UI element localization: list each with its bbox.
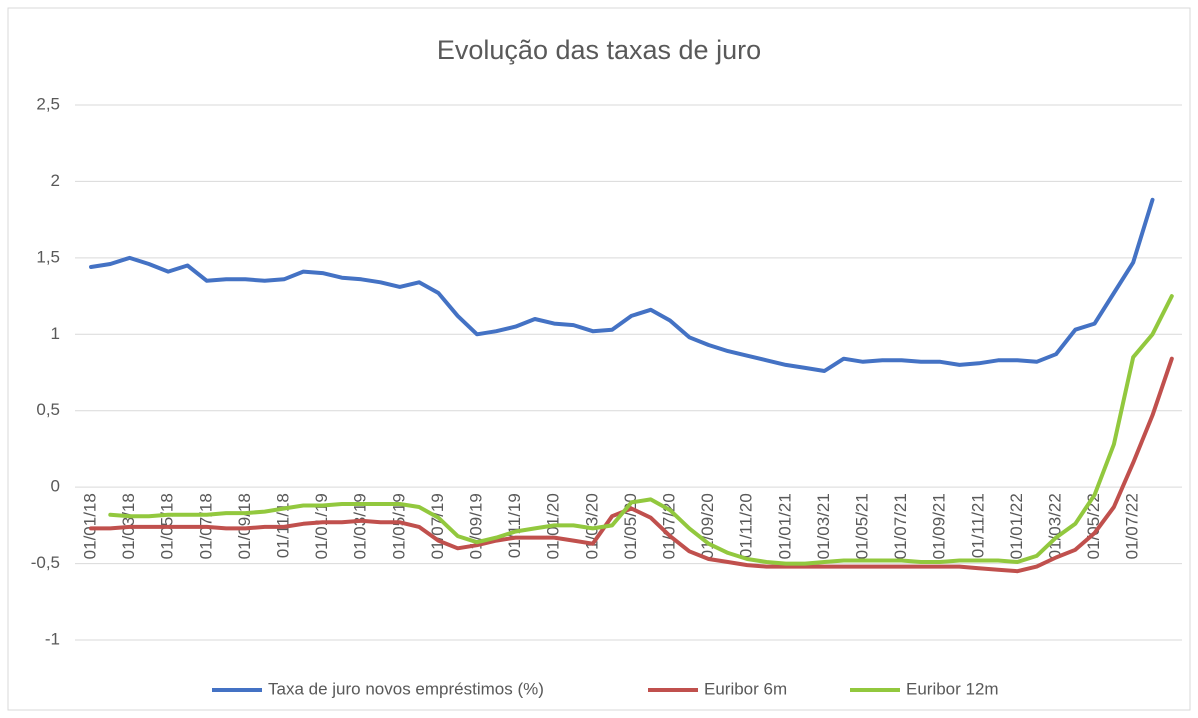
x-tick-label: 01/07/21	[891, 493, 910, 559]
y-tick-label: 1,5	[36, 247, 60, 266]
x-tick-label: 01/09/19	[466, 493, 485, 559]
x-tick-label: 01/05/21	[852, 493, 871, 559]
x-tick-label: 01/01/18	[80, 493, 99, 559]
x-tick-label: 01/05/19	[389, 493, 408, 559]
x-tick-label: 01/09/20	[698, 493, 717, 559]
x-tick-label: 01/01/19	[312, 493, 331, 559]
x-tick-label: 01/03/19	[351, 493, 370, 559]
y-tick-label: 0	[51, 477, 60, 496]
line-series	[89, 356, 1174, 574]
chart-title: Evolução das taxas de juro	[437, 35, 761, 65]
chart-border	[7, 7, 1191, 711]
x-tick-label: 01/11/19	[505, 493, 524, 558]
line-series	[89, 197, 1155, 373]
x-tick-label: 01/03/21	[814, 493, 833, 559]
y-tick-label: 2,5	[36, 94, 60, 113]
x-tick-label: 01/07/19	[428, 493, 447, 559]
legend-label: Euribor 6m	[704, 679, 787, 698]
x-tick-label: 01/11/21	[968, 493, 987, 558]
y-tick-label: 0,5	[36, 400, 60, 419]
x-tick-label: 01/01/22	[1007, 493, 1026, 559]
x-tick-label: 01/07/22	[1123, 493, 1142, 559]
x-tick-label: 01/09/18	[235, 493, 254, 559]
line-series	[108, 294, 1174, 566]
x-tick-label: 01/09/21	[930, 493, 949, 559]
y-tick-label: 1	[51, 324, 60, 343]
y-tick-label: -1	[45, 629, 60, 648]
y-tick-label: 2	[51, 171, 60, 190]
legend-label: Euribor 12m	[906, 679, 999, 698]
x-tick-label: 01/01/21	[775, 493, 794, 559]
y-tick-label: -0,5	[31, 553, 60, 572]
x-tick-label: 01/03/22	[1045, 493, 1064, 559]
legend-label: Taxa de juro novos empréstimos (%)	[268, 679, 544, 698]
x-tick-label: 01/05/22	[1084, 493, 1103, 559]
x-tick-label: 01/11/20	[737, 493, 756, 558]
x-tick-label: 01/07/20	[659, 493, 678, 559]
